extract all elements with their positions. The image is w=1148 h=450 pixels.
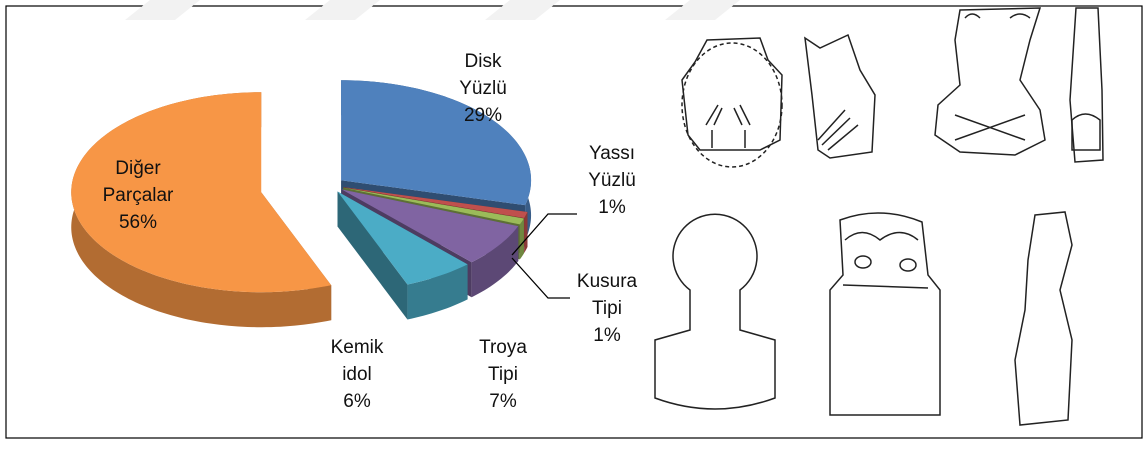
- value-label: 1%: [593, 325, 621, 346]
- frame: [5, 5, 1143, 439]
- slice-side: [471, 226, 519, 298]
- category-label: Diğer Parçalar: [102, 158, 174, 206]
- drawings: [654, 7, 1104, 426]
- slice-side: [519, 218, 524, 260]
- slice-side: [407, 264, 468, 320]
- data-label: Troya Tipi 7%: [465, 334, 541, 415]
- data-label: Yassı Yüzlü 1%: [574, 140, 650, 221]
- data-label: Kusura Tipi 1%: [569, 268, 645, 349]
- slice-side: [524, 212, 528, 254]
- pie-slice: [71, 92, 332, 293]
- pie-slice: [341, 80, 532, 206]
- pie-slice: [343, 187, 528, 219]
- value-label: 29%: [463, 105, 503, 126]
- pie-slice: [343, 187, 524, 225]
- watermark: [125, 0, 740, 20]
- data-label: Disk Yüzlü 29%: [445, 48, 521, 129]
- category-label: Yassı Yüzlü: [588, 143, 636, 191]
- leader-lines: [511, 213, 577, 299]
- data-label: Diğer Parçalar 56%: [100, 155, 176, 236]
- slice-side: [337, 191, 408, 320]
- category-label: Kusura Tipi: [576, 271, 638, 319]
- pie-slice: [341, 189, 519, 263]
- value-label: 56%: [118, 212, 158, 233]
- pie-slice: [337, 191, 468, 285]
- value-label: 6%: [343, 391, 371, 412]
- data-label: Kemik idol 6%: [319, 334, 395, 415]
- category-label: Kemik idol: [330, 337, 384, 385]
- value-label: 7%: [489, 391, 517, 412]
- value-label: 1%: [598, 197, 626, 218]
- category-label: Disk Yüzlü: [459, 51, 507, 99]
- pie: [71, 80, 532, 328]
- category-label: Troya Tipi: [479, 337, 527, 385]
